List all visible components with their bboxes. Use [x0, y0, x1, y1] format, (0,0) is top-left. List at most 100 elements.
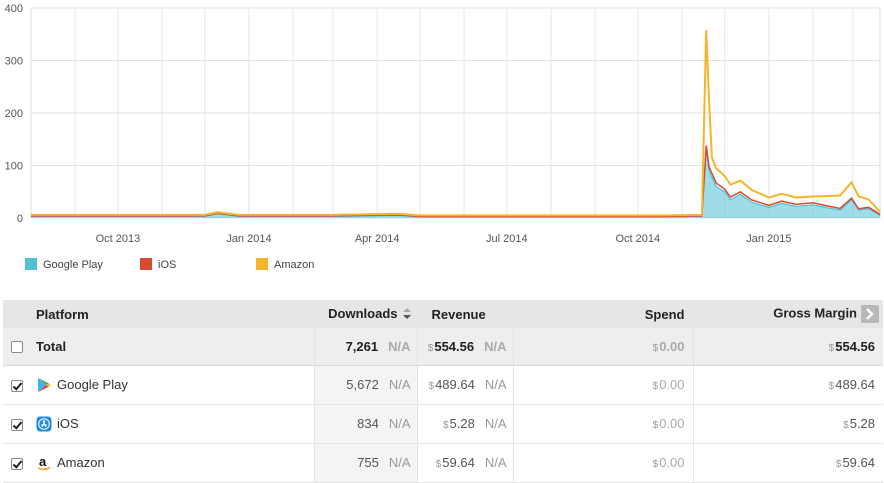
gross-margin-value: 59.64: [842, 455, 875, 470]
x-tick-label: Apr 2014: [355, 233, 400, 245]
total-revenue: 554.56: [434, 338, 475, 354]
legend-label: Amazon: [274, 259, 315, 271]
gross-margin-value: 489.64: [835, 377, 875, 392]
total-gross-margin: 554.56: [835, 338, 875, 354]
total-revenue-change: N/A: [484, 338, 507, 354]
header-spend[interactable]: Spend: [513, 300, 694, 328]
google-play-icon: [36, 377, 52, 393]
downloads-change: N/A: [388, 416, 411, 431]
currency-symbol: $: [828, 381, 835, 392]
revenue-cell: $489.64 N/A: [417, 365, 514, 405]
gross-margin-cell: $5.28: [693, 404, 883, 444]
downloads-change: N/A: [388, 455, 411, 470]
row-checkbox[interactable]: [11, 457, 23, 470]
revenue-value: 489.64: [435, 377, 475, 392]
downloads-chart: 0 100 200 300 400 Oct 2013 Jan 2014 Apr 2014 Jul…: [5, 3, 881, 271]
platform-table: Platform Downloads Revenue Spend Gross M…: [3, 300, 883, 483]
currency-symbol: $: [427, 342, 434, 354]
total-spend: 0.00: [659, 338, 685, 354]
platform-label: Amazon: [57, 455, 105, 471]
table-row: Google Play 5,672 N/A $489.64 N/A $0.00 $4…: [3, 365, 883, 405]
svg-text:a: a: [39, 455, 47, 469]
total-revenue-cell: $554.56 N/A: [417, 328, 514, 366]
header-gross-margin[interactable]: Gross Margin: [693, 300, 883, 328]
x-tick-label: Oct 2014: [616, 233, 661, 245]
row-checkbox-cell: [3, 404, 31, 444]
revenue-change: N/A: [484, 455, 507, 470]
x-tick-label: Jul 2014: [486, 233, 528, 245]
row-checkbox-cell: [3, 443, 31, 483]
x-tick-label: Jan 2014: [226, 233, 271, 245]
gross-margin-value: 5.28: [849, 416, 875, 431]
total-checkbox-cell: [3, 328, 31, 366]
total-spend-cell: $0.00: [513, 328, 694, 366]
currency-symbol: $: [652, 459, 659, 470]
revenue-value: 59.64: [442, 455, 475, 470]
header-revenue[interactable]: Revenue: [417, 300, 514, 328]
x-tick-label: Oct 2013: [96, 233, 141, 245]
total-checkbox[interactable]: [11, 341, 23, 354]
currency-symbol: $: [428, 381, 435, 392]
header-check-cell: [3, 300, 31, 328]
downloads-value: 5,672: [346, 377, 379, 392]
spend-cell: $0.00: [513, 365, 694, 405]
header-platform-label: Platform: [36, 306, 89, 322]
spend-cell: $0.00: [513, 404, 694, 444]
legend-item-ios[interactable]: iOS: [140, 258, 176, 271]
series-line-ios: [31, 145, 881, 218]
platform-cell: Google Play: [31, 365, 315, 405]
currency-symbol: $: [843, 420, 849, 431]
y-tick-label: 300: [5, 56, 23, 68]
header-downloads-label: Downloads: [328, 305, 398, 321]
header-revenue-label: Revenue: [431, 306, 486, 322]
downloads-value: 755: [357, 455, 379, 470]
currency-symbol: $: [435, 459, 442, 470]
x-tick-label: Jan 2015: [746, 233, 791, 245]
currency-symbol: $: [652, 342, 659, 354]
downloads-cell: 755 N/A: [314, 443, 418, 483]
total-label: Total: [31, 328, 315, 366]
row-checkbox[interactable]: [11, 418, 23, 431]
header-downloads[interactable]: Downloads: [314, 300, 418, 328]
y-tick-label: 0: [17, 213, 23, 225]
legend-label: Google Play: [43, 259, 103, 271]
total-downloads-change: N/A: [388, 338, 411, 354]
legend-label: iOS: [158, 259, 177, 271]
gross-margin-cell: $489.64: [693, 365, 883, 405]
table-row: a Amazon 755 N/A $59.64 N/A $0.00 $59.64: [3, 443, 883, 483]
header-platform[interactable]: Platform: [31, 300, 315, 328]
table-header-row: Platform Downloads Revenue Spend Gross M…: [3, 300, 883, 328]
platform-label: iOS: [57, 416, 79, 432]
row-checkbox-cell: [3, 365, 31, 405]
platform-cell: a Amazon: [31, 443, 315, 483]
total-downloads: 7,261: [345, 338, 379, 354]
currency-symbol: $: [652, 420, 659, 431]
downloads-area-chart: 0 100 200 300 400 Oct 2013 Jan 2014 Apr 2014 Jul…: [5, 3, 881, 245]
total-row: Total 7,261 N/A $554.56 N/A $0.00 $554.56: [3, 328, 883, 366]
currency-symbol: $: [652, 381, 659, 392]
total-downloads-cell: 7,261 N/A: [314, 328, 418, 366]
downloads-cell: 834 N/A: [314, 404, 418, 444]
legend-item-google-play[interactable]: Google Play: [25, 258, 103, 271]
total-gross-margin-cell: $554.56: [693, 328, 883, 366]
header-spend-label: Spend: [644, 306, 685, 322]
platform-label: Google Play: [57, 377, 128, 393]
y-tick-label: 400: [5, 3, 23, 15]
header-gross-margin-label: Gross Margin: [773, 305, 857, 321]
legend-item-amazon[interactable]: Amazon: [256, 258, 314, 271]
platform-cell: iOS: [31, 404, 315, 444]
series-area-google-play: [31, 149, 880, 218]
y-tick-label: 100: [5, 161, 23, 173]
revenue-cell: $59.64 N/A: [417, 443, 514, 483]
row-checkbox[interactable]: [11, 379, 23, 392]
series-line-amazon: [31, 30, 881, 217]
app-store-icon: [36, 416, 52, 432]
table-row: iOS 834 N/A $5.28 N/A $0.00 $5.28: [3, 404, 883, 444]
currency-symbol: $: [828, 342, 835, 354]
legend-swatch-ios: [140, 258, 152, 270]
downloads-cell: 5,672 N/A: [314, 365, 418, 405]
currency-symbol: $: [835, 459, 842, 470]
revenue-change: N/A: [484, 377, 507, 392]
sort-icon[interactable]: [402, 307, 411, 322]
chevron-right-icon[interactable]: [861, 305, 879, 323]
